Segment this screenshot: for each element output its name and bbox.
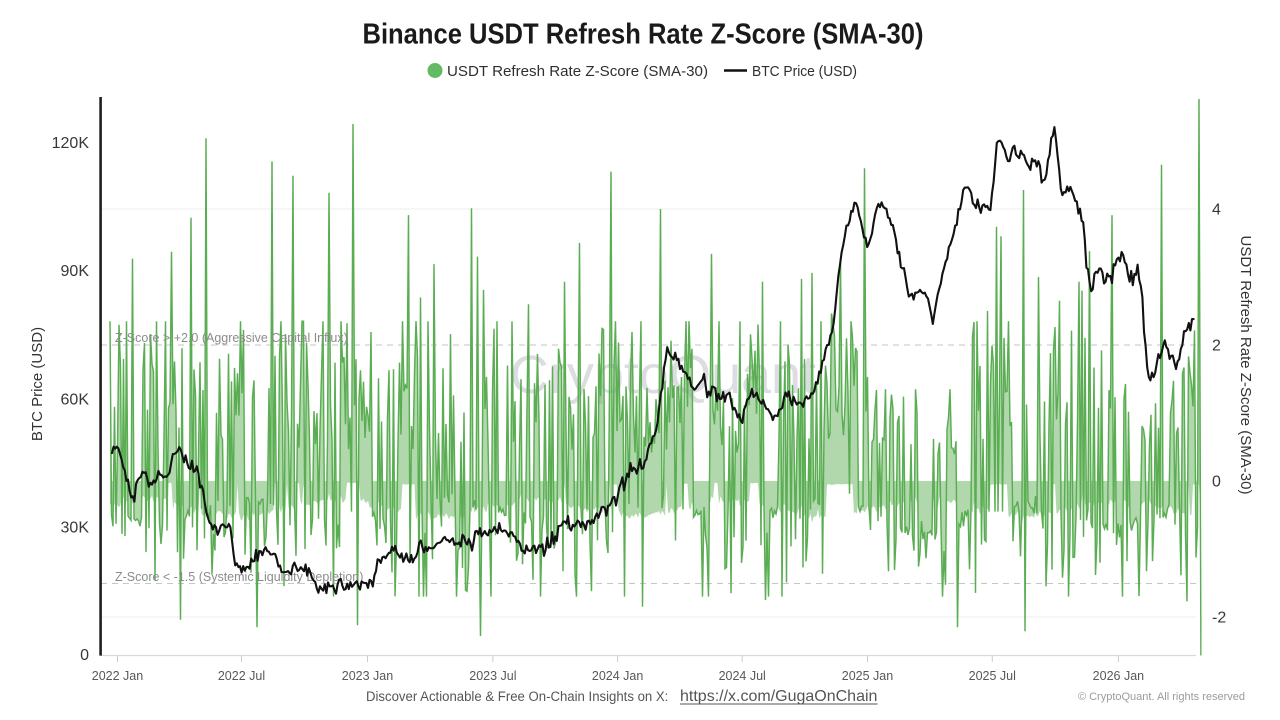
svg-text:BTC Price (USD): BTC Price (USD): [29, 327, 46, 441]
svg-text:2024 Jan: 2024 Jan: [592, 669, 643, 683]
svg-text:30K: 30K: [61, 520, 90, 537]
svg-text:4: 4: [1212, 202, 1221, 219]
svg-text:2025 Jul: 2025 Jul: [969, 669, 1016, 683]
svg-text:2026 Jan: 2026 Jan: [1093, 669, 1144, 683]
svg-text:2023 Jan: 2023 Jan: [342, 669, 393, 683]
svg-text:90K: 90K: [61, 263, 90, 280]
svg-text:2: 2: [1212, 338, 1221, 355]
svg-text:2023 Jul: 2023 Jul: [469, 669, 516, 683]
svg-text:USDT Refresh Rate Z-Score (SMA: USDT Refresh Rate Z-Score (SMA-30): [447, 63, 708, 80]
svg-text:Z-Score < -1.5 (Systemic Liqui: Z-Score < -1.5 (Systemic Liquidity Deple…: [115, 570, 363, 584]
svg-text:2022 Jan: 2022 Jan: [92, 669, 143, 683]
svg-text:Binance USDT Refresh Rate Z-Sc: Binance USDT Refresh Rate Z-Score (SMA-3…: [363, 19, 924, 51]
svg-text:Discover Actionable & Free On-: Discover Actionable & Free On-Chain Insi…: [366, 689, 672, 704]
svg-text:0: 0: [80, 647, 89, 664]
svg-text:-2: -2: [1212, 610, 1226, 627]
svg-text:120K: 120K: [52, 135, 90, 152]
svg-text:2024 Jul: 2024 Jul: [719, 669, 766, 683]
svg-text:60K: 60K: [61, 391, 90, 408]
svg-text:https://x.com/GugaOnChain: https://x.com/GugaOnChain: [680, 688, 877, 705]
svg-text:USDT Refresh Rate Z-Score (SMA: USDT Refresh Rate Z-Score (SMA-30): [1237, 236, 1254, 495]
svg-text:2025 Jan: 2025 Jan: [842, 669, 893, 683]
svg-text:2022 Jul: 2022 Jul: [218, 669, 265, 683]
svg-text:BTC Price (USD): BTC Price (USD): [752, 63, 857, 80]
svg-text:Z-Score > +2.0 (Aggressive Cap: Z-Score > +2.0 (Aggressive Capital Influ…: [115, 331, 348, 345]
svg-text:© CryptoQuant. All rights rese: © CryptoQuant. All rights reserved: [1078, 691, 1245, 703]
svg-text:0: 0: [1212, 474, 1221, 491]
